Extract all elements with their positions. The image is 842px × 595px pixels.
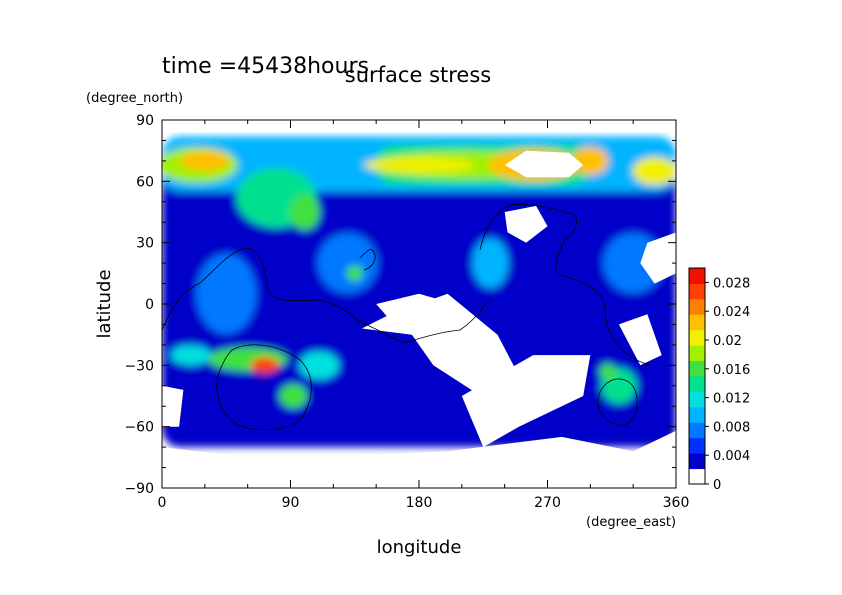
chart-title: surface stress	[345, 63, 491, 87]
coastline-americas	[479, 203, 651, 366]
y-unit-label: (degree_north)	[86, 91, 183, 106]
stress-blob	[364, 156, 474, 173]
colorbar-segment	[689, 468, 705, 485]
y-tick-label: 60	[136, 174, 154, 190]
colorbar-tick-label: 0	[713, 478, 721, 493]
stress-blob	[299, 351, 340, 380]
coastline-india	[359, 249, 376, 271]
stress-blob	[346, 265, 363, 282]
colorbar-segment	[689, 453, 705, 470]
y-tick-label: −60	[124, 420, 154, 436]
colorbar-segment	[689, 314, 705, 331]
colorbar-tick-label: 0.012	[713, 392, 750, 407]
colorbar-segment	[689, 345, 705, 362]
stress-blob	[279, 384, 308, 408]
north-pacific-saturated-hole	[504, 150, 584, 178]
y-axis-label: latitude	[94, 269, 115, 338]
x-axis: 0 90 180 270 360	[158, 120, 690, 511]
colorbar-segment	[689, 298, 705, 315]
x-tick-label: 90	[282, 495, 300, 511]
colorbar-frame	[688, 267, 706, 485]
colorbar: 0 0.004 0.008 0.012 0.016 0.02 0.024 0.028	[688, 267, 750, 493]
y-tick-label: 90	[136, 113, 154, 129]
coastlines	[162, 203, 651, 431]
colorbar-segment	[689, 437, 705, 454]
colorbar-tick-label: 0.004	[713, 449, 750, 464]
y-tick-label: 0	[145, 297, 154, 313]
x-axis-label: longitude	[377, 537, 462, 558]
coastline-africa	[162, 247, 491, 344]
plot-area	[161, 119, 677, 489]
y-tick-label: −30	[124, 358, 154, 374]
stress-field	[162, 136, 676, 448]
colorbar-segment	[689, 391, 705, 408]
coastline-australia	[216, 344, 312, 431]
south-atlantic-gap	[618, 314, 662, 366]
coastline-south-patch	[597, 378, 638, 426]
y-axis: −90 −60 −30 0 30 60 90	[124, 113, 676, 497]
colorbar-segment	[689, 283, 705, 300]
stress-blob	[170, 345, 211, 366]
colorbar-tick-label: 0.008	[713, 420, 750, 435]
stress-blob	[472, 238, 509, 289]
x-tick-label: 0	[158, 495, 167, 511]
stress-blob	[572, 146, 609, 175]
x-tick-label: 180	[406, 495, 433, 511]
east-atlantic-hole	[640, 232, 676, 284]
colorbar-tick-label: 0.016	[713, 363, 750, 378]
time-label: time =45438hours	[162, 54, 369, 79]
stress-blob	[196, 253, 257, 334]
stress-blob	[632, 157, 676, 186]
north-america-hole	[504, 205, 548, 243]
colorbar-segment	[689, 268, 705, 284]
stress-blob	[317, 233, 378, 294]
antarctic-hole	[162, 430, 676, 488]
colorbar-tick-label: 0.02	[713, 334, 742, 349]
west-south-gap	[162, 385, 184, 427]
stress-blob	[250, 357, 279, 374]
colorbar-segment	[689, 360, 705, 377]
equatorial-hole	[376, 293, 455, 325]
x-tick-label: 270	[534, 495, 561, 511]
stress-blob	[179, 150, 230, 171]
x-tick-label: 360	[663, 495, 690, 511]
stress-blob	[289, 194, 320, 230]
low-stress-regions	[162, 124, 676, 488]
y-tick-label: 30	[136, 236, 154, 252]
south-pacific-hole	[461, 355, 591, 448]
stress-blob	[599, 363, 616, 380]
colorbar-tick-label: 0.024	[713, 305, 750, 320]
colorbar-tick-label: 0.028	[713, 276, 750, 291]
y-tick-label: −90	[124, 481, 154, 497]
x-unit-label: (degree_east)	[586, 515, 676, 530]
colorbar-segment	[689, 406, 705, 423]
colorbar-segment	[689, 376, 705, 392]
colorbar-segment	[689, 329, 705, 346]
colorbar-segment	[689, 422, 705, 439]
